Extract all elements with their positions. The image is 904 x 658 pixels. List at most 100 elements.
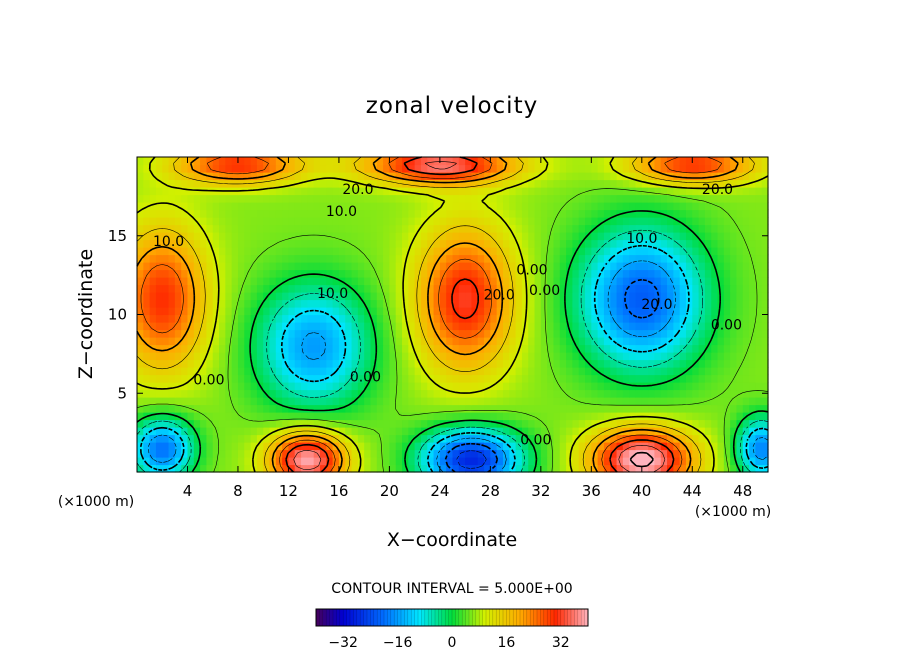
heatmap-cell [439,262,447,271]
heatmap-cell [553,254,561,263]
heatmap-cell [288,254,296,263]
colorbar-swatch [526,609,531,626]
heatmap-cell [673,164,681,173]
heatmap-cell [155,239,163,248]
heatmap-cell [402,187,409,196]
heatmap-cell [174,269,182,278]
heatmap-cell [301,404,308,413]
heatmap-cell [275,172,283,181]
heatmap-cell [250,374,258,383]
heatmap-cell [181,187,189,196]
heatmap-cell [326,157,334,166]
heatmap-cell [458,247,466,256]
heatmap-cell [585,239,592,248]
colorbar-swatch [336,609,341,626]
heatmap-cell [200,232,208,241]
heatmap-cell [635,344,643,353]
heatmap-cell [231,329,239,338]
heatmap-cell [458,299,466,308]
heatmap-cell [364,352,372,361]
heatmap-cell [256,292,264,301]
heatmap-cell [471,322,479,331]
heatmap-cell [231,277,239,286]
heatmap-cell [509,187,517,196]
heatmap-cell [212,374,220,383]
heatmap-cell [648,284,656,293]
heatmap-cell [654,254,662,263]
heatmap-cell [427,389,435,398]
heatmap-cell [591,457,599,466]
heatmap-cell [313,284,321,293]
heatmap-cell [660,397,668,406]
heatmap-cell [225,427,233,436]
heatmap-cell [313,337,321,346]
heatmap-cell [660,374,668,383]
heatmap-cell [490,247,498,256]
heatmap-cell [717,374,725,383]
heatmap-cell [383,367,390,376]
heatmap-cell [137,239,144,248]
heatmap-cell [370,292,378,301]
heatmap-cell [673,397,681,406]
heatmap-cell [446,427,454,436]
heatmap-cell [420,239,428,248]
heatmap-cell [509,239,517,248]
heatmap-cell [578,284,586,293]
colorbar-swatch [316,609,320,626]
heatmap-cell [616,374,624,383]
heatmap-cell [402,179,409,188]
heatmap-cell [225,277,233,286]
heatmap-cell [420,374,428,383]
heatmap-cell [578,299,586,308]
heatmap-cell [168,419,176,428]
heatmap-cell [528,292,536,301]
heatmap-cell [610,314,618,323]
heatmap-cell [433,464,441,473]
heatmap-cell [149,412,157,421]
heatmap-cell [420,464,428,473]
heatmap-cell [427,427,435,436]
heatmap-cell [200,389,208,398]
heatmap-cell [458,449,466,458]
heatmap-cell [616,224,624,233]
heatmap-cell [275,419,283,428]
heatmap-cell [648,247,656,256]
heatmap-cell [515,464,523,473]
heatmap-cell [761,344,769,353]
heatmap-cell [685,299,693,308]
heatmap-cell [402,232,409,241]
heatmap-cell [711,299,719,308]
heatmap-cell [250,344,258,353]
contour-line [136,229,769,473]
heatmap-cell [679,427,687,436]
heatmap-cell [547,464,555,473]
heatmap-cell [723,464,731,473]
heatmap-cell [212,232,220,241]
heatmap-cell [389,157,397,166]
heatmap-cell [610,232,618,241]
heatmap-cell [326,397,334,406]
contour-line [444,278,660,473]
heatmap-cell [471,194,479,203]
heatmap-cell [231,209,239,218]
heatmap-cell [137,397,144,406]
heatmap-cell [250,232,258,241]
heatmap-cell [515,412,523,421]
heatmap-cell [282,382,290,391]
heatmap-cell [162,464,170,473]
heatmap-cell [761,367,769,376]
heatmap-cell [685,157,693,166]
heatmap-cell [629,239,637,248]
heatmap-cell [566,172,573,181]
heatmap-cell [641,374,649,383]
heatmap-cell [414,239,422,248]
heatmap-cell [206,322,214,331]
heatmap-cell [357,464,365,473]
heatmap-cell [566,337,573,346]
heatmap-cell [364,442,372,451]
heatmap-cell [219,314,226,323]
heatmap-cell [345,194,353,203]
heatmap-cell [749,292,756,301]
heatmap-cell [540,247,548,256]
heatmap-cell [143,449,151,458]
